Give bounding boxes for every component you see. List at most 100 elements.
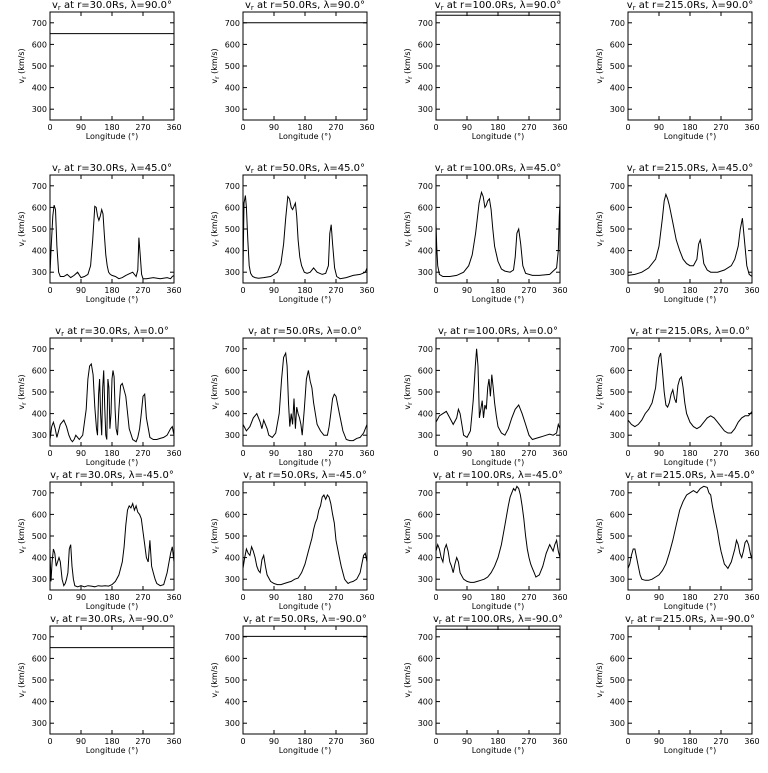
chart-panel: vr at r=215.0Rs, λ=90.0°0 90 180 270 3603004… bbox=[595, 0, 760, 141]
x-tick-label: 360 bbox=[744, 737, 759, 746]
x-axis-label: Longitude (°) bbox=[279, 746, 332, 755]
y-axis-label-units: (km/s) bbox=[595, 48, 604, 76]
y-axis-label: vr (km/s) bbox=[403, 211, 414, 246]
y-tick-label: 600 bbox=[610, 654, 625, 663]
chart-title-v: v bbox=[625, 614, 631, 625]
chart-title-sub: r bbox=[441, 4, 444, 12]
chart-title-rest: at r=50.0Rs, λ=-90.0° bbox=[252, 614, 367, 625]
chart-title-v: v bbox=[243, 614, 249, 625]
chart-title: vr at r=100.0Rs, λ=-90.0° bbox=[433, 614, 563, 626]
y-tick-label: 700 bbox=[610, 345, 625, 354]
x-tick-label: 360 bbox=[359, 737, 374, 746]
x-tick-label: 270 bbox=[328, 593, 343, 602]
chart-title: vr at r=50.0Rs, λ=45.0° bbox=[245, 163, 365, 175]
y-tick-label: 700 bbox=[610, 489, 625, 498]
y-tick-label: 400 bbox=[225, 247, 240, 256]
y-axis-label-sub: r bbox=[407, 76, 414, 79]
y-tick-label: 300 bbox=[610, 268, 625, 277]
y-tick-label: 300 bbox=[610, 719, 625, 728]
plot-frame bbox=[435, 174, 561, 284]
x-tick-label: 360 bbox=[166, 123, 181, 132]
chart-panel: vr at r=215.0Rs, λ=-90.0°0 90 180 270 360300… bbox=[595, 614, 760, 755]
x-axis-label: Longitude (°) bbox=[472, 602, 525, 611]
y-tick-label: 500 bbox=[610, 388, 625, 397]
series-line bbox=[435, 485, 561, 583]
y-tick-label: 300 bbox=[32, 105, 47, 114]
y-tick-label: 500 bbox=[610, 532, 625, 541]
x-axis-label: Longitude (°) bbox=[664, 295, 717, 304]
y-axis-label-units: (km/s) bbox=[403, 374, 412, 402]
y-tick-label: 500 bbox=[225, 388, 240, 397]
x-tick-label: 180 bbox=[490, 737, 505, 746]
x-tick-label: 0 bbox=[47, 286, 52, 295]
x-tick-label: 90 bbox=[269, 449, 279, 458]
y-axis-label: vr (km/s) bbox=[403, 662, 414, 697]
x-tick-label: 0 bbox=[47, 449, 52, 458]
x-tick-label: 90 bbox=[462, 737, 472, 746]
chart-title-sub: r bbox=[251, 4, 254, 12]
y-tick-label: 400 bbox=[610, 410, 625, 419]
y-tick-label: 700 bbox=[418, 489, 433, 498]
chart-title-rest: at r=30.0Rs, λ=-45.0° bbox=[59, 470, 174, 481]
y-tick-label: 700 bbox=[610, 19, 625, 28]
y-axis-label: vr (km/s) bbox=[17, 48, 28, 83]
x-axis-label: Longitude (°) bbox=[279, 458, 332, 467]
chart-title-sub: r bbox=[61, 330, 64, 338]
x-tick-label: 90 bbox=[654, 123, 664, 132]
y-tick-label: 600 bbox=[610, 510, 625, 519]
x-tick-label: 360 bbox=[166, 286, 181, 295]
y-axis-label-v: v bbox=[17, 693, 26, 698]
chart-title-rest: at r=30.0Rs, λ=-90.0° bbox=[59, 614, 174, 625]
x-tick-label: 270 bbox=[135, 286, 150, 295]
y-tick-label: 400 bbox=[32, 698, 47, 707]
y-tick-label: 400 bbox=[32, 554, 47, 563]
y-tick-label: 600 bbox=[225, 366, 240, 375]
plot-frame bbox=[242, 174, 368, 284]
x-tick-label: 360 bbox=[359, 593, 374, 602]
series-line bbox=[49, 205, 175, 280]
chart-title-rest: at r=50.0Rs, λ=-45.0° bbox=[252, 470, 367, 481]
chart-panel: vr at r=50.0Rs, λ=45.0°0 90 180 270 36030040… bbox=[210, 163, 375, 304]
y-axis-label-units: (km/s) bbox=[403, 211, 412, 239]
x-tick-label: 360 bbox=[166, 737, 181, 746]
x-tick-label: 360 bbox=[744, 449, 759, 458]
chart-title: vr at r=100.0Rs, λ=0.0° bbox=[438, 326, 558, 338]
x-tick-label: 90 bbox=[654, 286, 664, 295]
plot-frame bbox=[435, 337, 561, 447]
y-axis-label: vr (km/s) bbox=[403, 374, 414, 409]
x-tick-label: 360 bbox=[359, 449, 374, 458]
y-tick-label: 700 bbox=[418, 19, 433, 28]
y-tick-label: 400 bbox=[225, 84, 240, 93]
x-tick-label: 360 bbox=[552, 449, 567, 458]
y-axis-label-units: (km/s) bbox=[210, 518, 219, 546]
chart-panel: vr at r=30.0Rs, λ=-90.0°0 90 180 270 3603004… bbox=[17, 614, 182, 755]
x-axis-label: Longitude (°) bbox=[86, 458, 139, 467]
x-tick-label: 0 bbox=[433, 737, 438, 746]
y-tick-label: 700 bbox=[32, 182, 47, 191]
chart-title-v: v bbox=[50, 470, 56, 481]
chart-title-rest: at r=100.0Rs, λ=0.0° bbox=[447, 326, 558, 337]
chart-title-sub: r bbox=[249, 474, 252, 482]
chart-title-v: v bbox=[627, 163, 633, 174]
chart-title-rest: at r=215.0Rs, λ=-45.0° bbox=[634, 470, 755, 481]
plot-frame bbox=[627, 625, 753, 735]
chart-title-sub: r bbox=[254, 330, 257, 338]
chart-title-rest: at r=50.0Rs, λ=0.0° bbox=[257, 326, 362, 337]
x-tick-label: 0 bbox=[625, 286, 630, 295]
y-tick-label: 700 bbox=[32, 345, 47, 354]
y-axis-label-v: v bbox=[595, 79, 604, 84]
chart-title-v: v bbox=[435, 0, 441, 11]
y-tick-label: 400 bbox=[32, 84, 47, 93]
x-axis-label: Longitude (°) bbox=[472, 295, 525, 304]
chart-panel: vr at r=50.0Rs, λ=-90.0°0 90 180 270 3603004… bbox=[210, 614, 375, 755]
y-tick-label: 500 bbox=[32, 388, 47, 397]
y-tick-label: 700 bbox=[610, 633, 625, 642]
y-axis-label-units: (km/s) bbox=[403, 48, 412, 76]
chart-title-v: v bbox=[625, 470, 631, 481]
y-axis-label-v: v bbox=[210, 693, 219, 698]
chart-title-sub: r bbox=[439, 618, 442, 626]
y-axis-label-sub: r bbox=[599, 239, 606, 242]
x-tick-label: 360 bbox=[166, 449, 181, 458]
y-tick-label: 700 bbox=[225, 489, 240, 498]
